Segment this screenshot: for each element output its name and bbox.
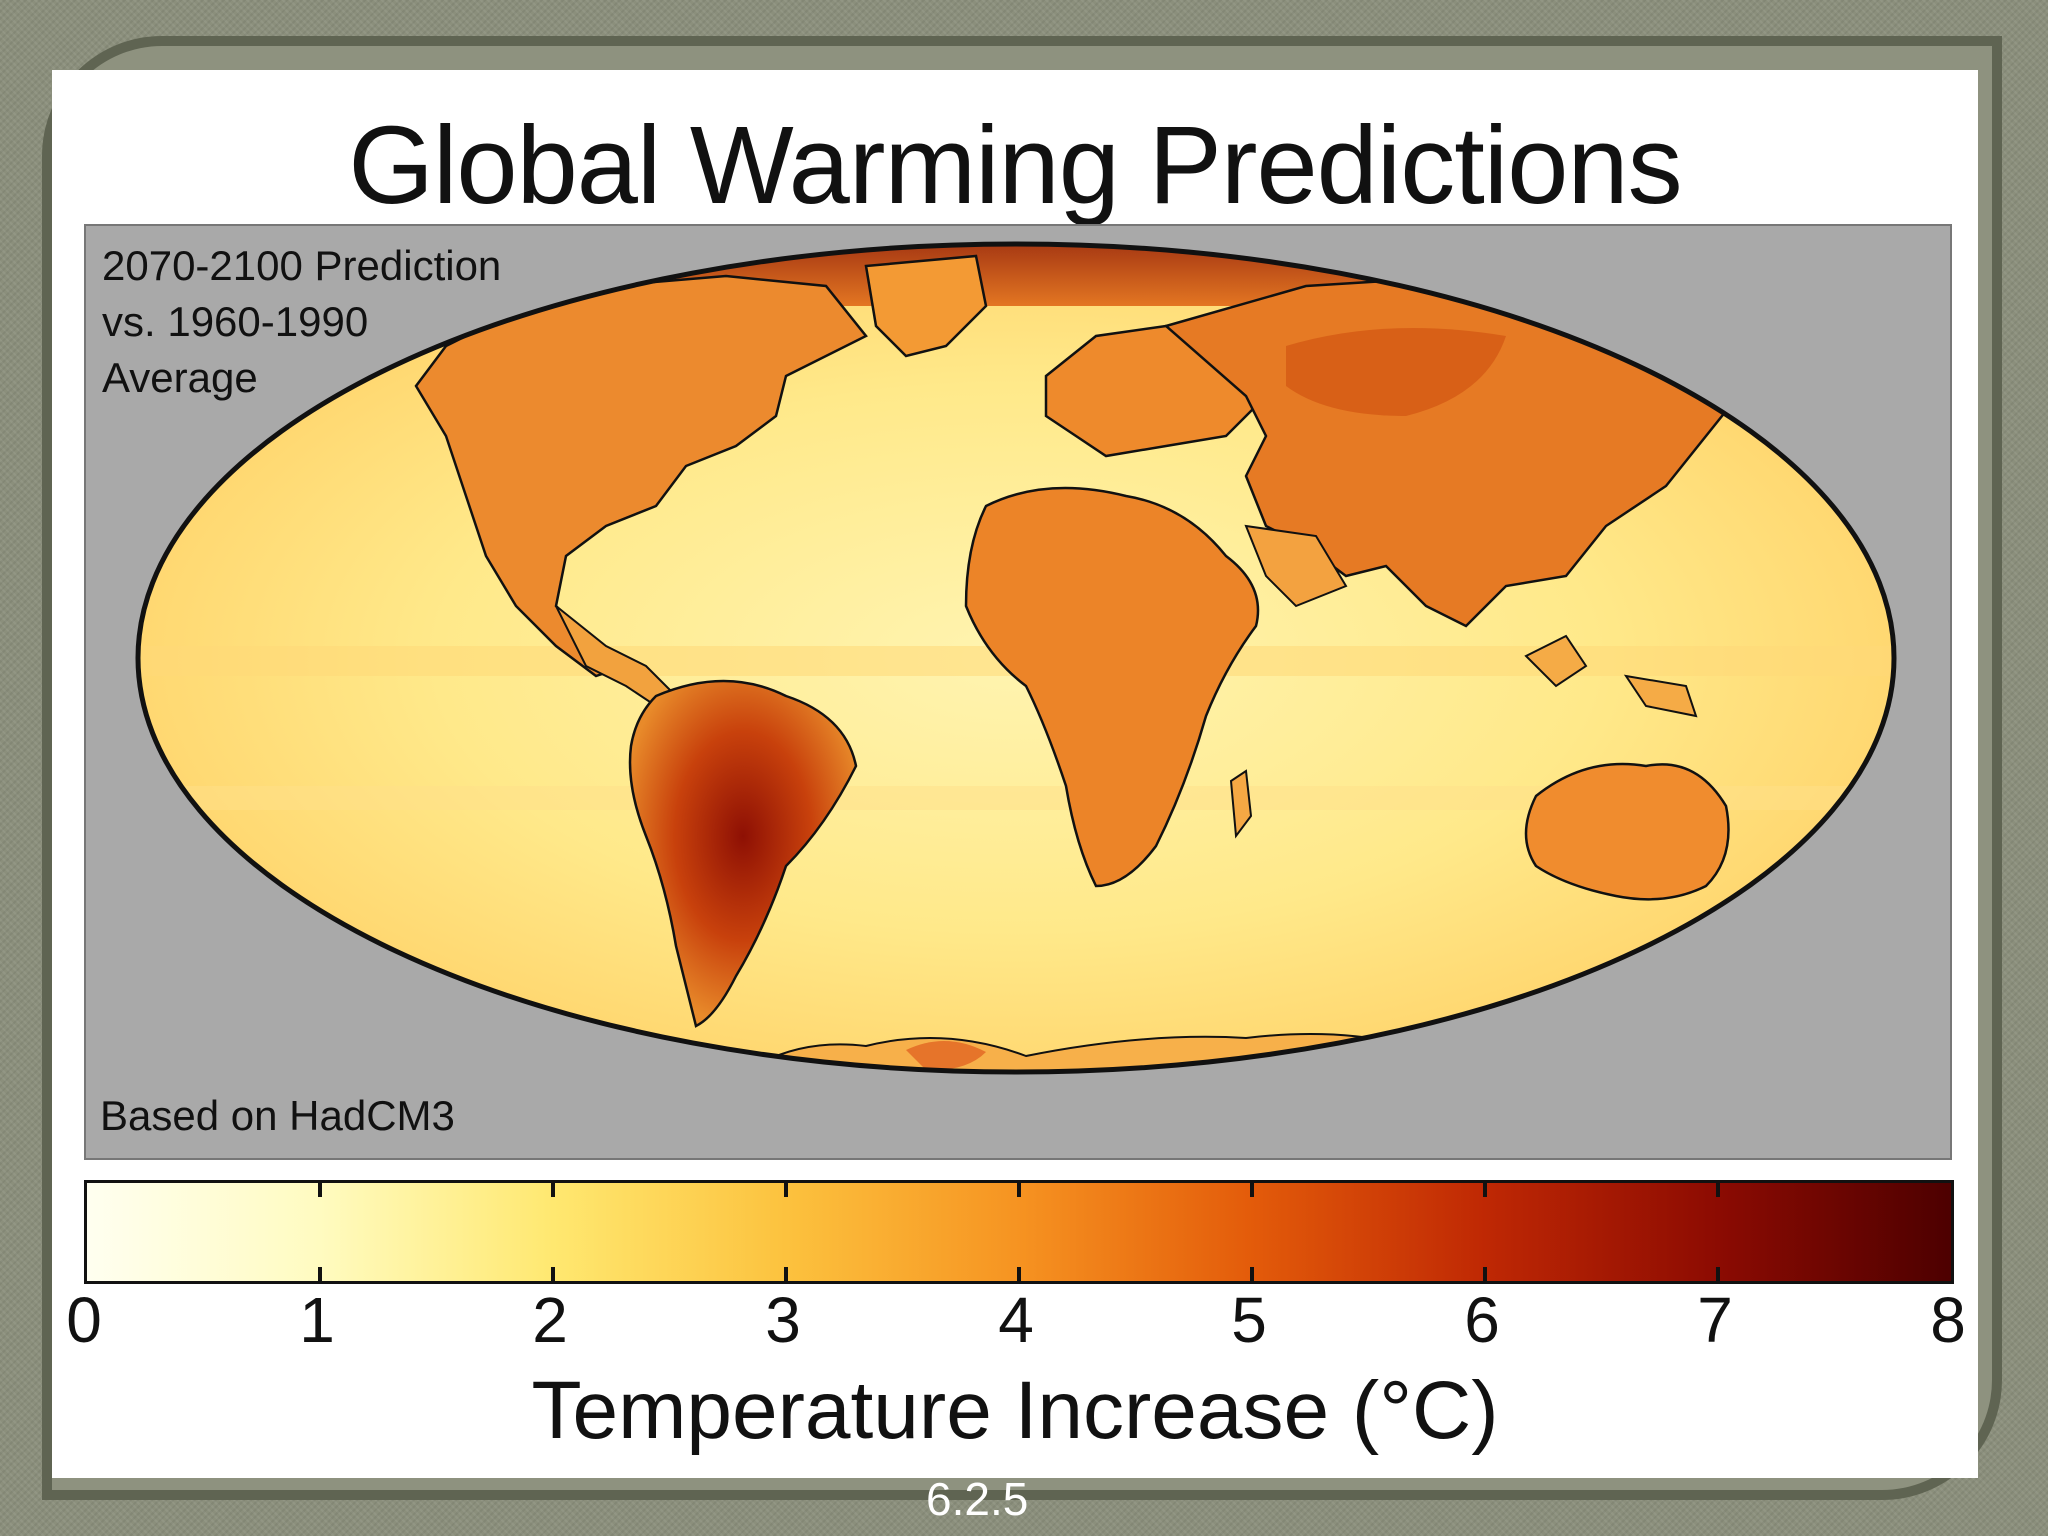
colorbar-tick-label: 2 — [532, 1284, 568, 1356]
colorbar-tick-label: 6 — [1464, 1284, 1500, 1356]
colorbar-tick — [318, 1267, 322, 1281]
colorbar-tick — [551, 1267, 555, 1281]
colorbar-tick — [1250, 1267, 1254, 1281]
colorbar-tick — [784, 1183, 788, 1197]
colorbar-label: Temperature Increase (°C) — [531, 1365, 1499, 1456]
colorbar-tick — [318, 1183, 322, 1197]
colorbar-tick-label: 8 — [1930, 1284, 1966, 1356]
greenland — [864, 254, 988, 358]
figure: Global Warming Predictions — [52, 70, 1978, 1478]
source-note: Based on HadCM3 — [100, 1092, 455, 1139]
prediction-note-line: Average — [102, 354, 258, 401]
colorbar-tick — [1017, 1183, 1021, 1197]
colorbar-tick-label: 1 — [299, 1284, 335, 1356]
north-america — [414, 274, 868, 678]
africa — [964, 486, 1260, 888]
colorbar — [84, 1180, 1954, 1284]
australia — [1524, 762, 1730, 901]
figure-title: Global Warming Predictions — [348, 104, 1682, 227]
colorbar-tick-label: 0 — [66, 1284, 102, 1356]
map-panel: 2070-2100 Prediction vs. 1960-1990 Avera… — [84, 224, 1952, 1160]
world-map — [135, 241, 1897, 1075]
slide-number: 6.2.5 — [926, 1473, 1029, 1525]
prediction-note-line: 2070-2100 Prediction — [102, 242, 502, 289]
prediction-note-line: vs. 1960-1990 — [102, 298, 369, 345]
colorbar-tick — [1716, 1267, 1720, 1281]
globe-outline — [135, 241, 1897, 1075]
colorbar-tick-label: 7 — [1697, 1284, 1733, 1356]
colorbar-tick — [1250, 1183, 1254, 1197]
colorbar-tick — [1483, 1183, 1487, 1197]
south-america — [628, 679, 858, 1028]
colorbar-tick — [1017, 1267, 1021, 1281]
colorbar-tick — [551, 1183, 555, 1197]
colorbar-tick — [1716, 1183, 1720, 1197]
colorbar-tick-label: 5 — [1231, 1284, 1267, 1356]
colorbar-tick — [1483, 1267, 1487, 1281]
colorbar-tick — [784, 1267, 788, 1281]
colorbar-tick-label: 3 — [765, 1284, 801, 1356]
colorbar-tick-label: 4 — [998, 1284, 1034, 1356]
